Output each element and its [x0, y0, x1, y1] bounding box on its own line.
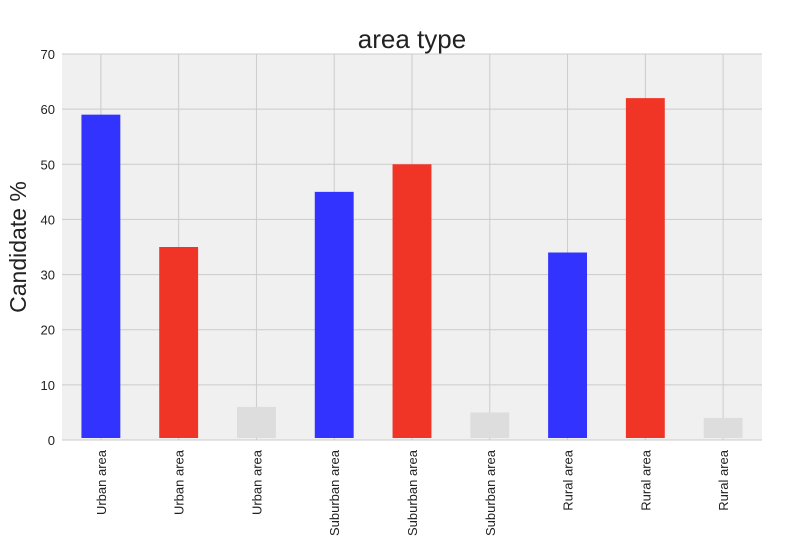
bar [703, 417, 743, 438]
x-tick-label: Suburban area [405, 449, 420, 536]
bar [392, 164, 432, 439]
y-tick-label: 60 [41, 102, 55, 117]
x-tick-label: Suburban area [327, 449, 342, 536]
y-tick-labels: 0 10 20 30 40 50 60 70 [41, 47, 55, 448]
bar [625, 98, 665, 438]
chart-title: area type [358, 24, 466, 54]
x-tick-label: Rural area [561, 449, 576, 510]
y-tick-label: 10 [41, 378, 55, 393]
x-tick-label: Rural area [638, 449, 653, 510]
x-tick-label: Urban area [94, 449, 109, 515]
x-tick-label: Urban area [172, 449, 187, 515]
x-tick-label: Rural area [716, 449, 731, 510]
x-tick-label: Suburban area [483, 449, 498, 536]
y-axis-label: Candidate % [5, 181, 31, 313]
y-tick-label: 0 [48, 433, 55, 448]
bar [159, 247, 199, 438]
y-tick-label: 40 [41, 212, 55, 227]
x-tick-labels: Urban area Urban area Urban area Suburban a… [94, 449, 731, 536]
y-tick-label: 20 [41, 323, 55, 338]
y-tick-label: 30 [41, 268, 55, 283]
bars [81, 98, 743, 439]
bar [548, 252, 587, 438]
y-tick-label: 70 [41, 47, 55, 62]
bar [314, 191, 354, 438]
bar [470, 412, 510, 438]
bar [81, 114, 121, 439]
y-tick-label: 50 [41, 157, 55, 172]
bar [237, 406, 276, 438]
x-tick-label: Urban area [249, 449, 264, 515]
